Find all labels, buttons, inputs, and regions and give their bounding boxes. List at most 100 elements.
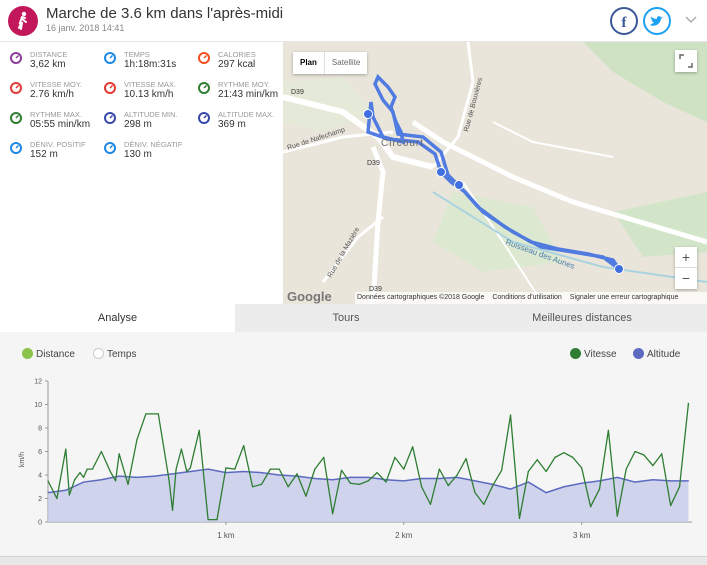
fullscreen-button[interactable] — [675, 50, 697, 72]
altitude-point — [207, 468, 209, 470]
map-type-satellite-button[interactable]: Satellite — [323, 52, 367, 74]
vitesse-point — [358, 483, 360, 485]
vitesse-point — [305, 495, 307, 497]
chevron-down-icon[interactable] — [684, 12, 698, 26]
vitesse-point — [625, 468, 627, 470]
vitesse-point — [234, 468, 236, 470]
legend-vitesse[interactable]: Vitesse — [570, 348, 617, 360]
terms-link[interactable]: Conditions d'utilisation — [492, 294, 562, 301]
google-logo: Google — [287, 289, 332, 304]
tab-analyse[interactable]: Analyse — [0, 304, 235, 332]
stat-value: 1h:18m:31s — [124, 59, 177, 70]
vitesse-point — [465, 457, 467, 460]
vitesse-point — [545, 470, 547, 473]
twitter-share-button[interactable] — [643, 7, 671, 35]
checkbox-checked-icon — [633, 348, 644, 359]
altitude-point — [278, 474, 280, 476]
tab-meilleures-distances[interactable]: Meilleures distances — [457, 304, 707, 332]
vitesse-point — [589, 506, 592, 508]
vitesse-point — [634, 450, 636, 453]
altitude-point — [670, 480, 672, 482]
checkbox-checked-icon — [570, 348, 581, 359]
map-type-plan-button[interactable]: Plan — [300, 58, 317, 67]
altitude-point — [527, 481, 529, 483]
stat-distance: Distance 3,62 km — [0, 42, 92, 74]
report-error-link[interactable]: Signaler une erreur cartographique — [569, 294, 679, 301]
y-tick-label: 4 — [38, 473, 42, 480]
stat-label: Distance — [30, 50, 68, 59]
altitude-point — [598, 480, 601, 482]
vitesse-point — [296, 473, 298, 475]
vitesse-point — [349, 482, 352, 484]
zoom-control[interactable]: + − — [675, 247, 697, 289]
vitesse-point — [251, 486, 254, 488]
vitesse-point — [180, 448, 183, 450]
altitude-point — [47, 492, 49, 494]
vitesse-point — [118, 453, 120, 455]
vitesse-point — [127, 483, 129, 485]
vitesse-point — [581, 467, 583, 469]
map-type-control[interactable]: Plan Satellite — [293, 52, 368, 74]
vitesse-point — [323, 456, 325, 458]
vitesse-point — [367, 480, 369, 482]
altitude-point — [474, 480, 476, 482]
analysis-tabs: Analyse Tours Meilleures distances — [0, 304, 707, 332]
vitesse-point — [74, 479, 76, 481]
route-map[interactable]: D39 D39 D39 Rue de Nafechamp Rue de Boux… — [283, 42, 707, 304]
bottom-scrollbar[interactable] — [0, 556, 707, 565]
twitter-icon — [650, 16, 663, 26]
stat-label: Temps — [124, 50, 150, 59]
stat-label: Calories — [218, 50, 256, 59]
stat-label: Rythme moy. — [218, 80, 270, 89]
stat-speed-max: Vitesse max. 10.13 km/h — [94, 72, 186, 104]
map-label-rue-maziere: Rue de la Mazière — [327, 226, 362, 279]
stat-value: 297 kcal — [218, 59, 256, 70]
vitesse-point — [616, 515, 618, 517]
svg-text:f: f — [622, 15, 628, 31]
vitesse-point — [278, 468, 280, 470]
mountain-min-icon — [104, 112, 116, 124]
vitesse-point — [145, 413, 147, 415]
stat-value: 152 m — [30, 149, 58, 160]
y-axis-label: km/h — [19, 452, 26, 467]
vitesse-point — [332, 513, 334, 515]
vitesse-point — [47, 480, 49, 482]
facebook-share-button[interactable]: f — [610, 7, 638, 35]
stat-value: 10.13 km/h — [124, 89, 174, 100]
stopwatch-icon — [104, 52, 116, 64]
altitude-point — [687, 480, 690, 482]
tab-tours[interactable]: Tours — [235, 304, 457, 332]
y-tick-label: 10 — [34, 402, 42, 409]
vitesse-point — [572, 456, 574, 458]
vitesse-point — [314, 468, 316, 470]
zoom-in-button[interactable]: + — [675, 247, 697, 268]
vitesse-point — [403, 468, 405, 470]
legend-temps[interactable]: Temps — [93, 348, 136, 360]
vitesse-point — [607, 429, 609, 431]
stat-flame: Calories 297 kcal — [188, 42, 280, 74]
zoom-out-button[interactable]: − — [681, 270, 691, 286]
altitude-point — [403, 480, 405, 482]
altitude-point — [100, 479, 102, 481]
stat-value: 05:55 min/km — [30, 119, 91, 130]
checkbox-unchecked-icon — [93, 348, 104, 359]
walking-icon — [8, 6, 38, 36]
vitesse-point — [260, 483, 263, 485]
vitesse-point — [474, 492, 476, 494]
vitesse-point — [198, 429, 200, 431]
vitesse-point — [65, 448, 67, 450]
activity-header: Marche de 3.6 km dans l'après-midi 16 ja… — [0, 0, 707, 42]
vitesse-point — [189, 467, 191, 469]
vitesse-point — [394, 456, 396, 458]
activity-title: Marche de 3.6 km dans l'après-midi — [46, 5, 284, 22]
map-canvas[interactable]: D39 D39 D39 Rue de Nafechamp Rue de Boux… — [283, 42, 707, 304]
vitesse-point — [563, 452, 565, 454]
legend-altitude[interactable]: Altitude — [633, 348, 680, 360]
speed-altitude-chart[interactable]: 0 2 4 6 8 10 12 km/h 1 km 2 km 3 km — [0, 332, 707, 556]
altitude-point — [616, 476, 618, 478]
vitesse-point — [385, 481, 387, 483]
vitesse-point — [82, 476, 85, 478]
vitesse-point — [56, 497, 58, 500]
legend-distance[interactable]: Distance — [22, 348, 75, 360]
vitesse-point — [340, 469, 343, 471]
